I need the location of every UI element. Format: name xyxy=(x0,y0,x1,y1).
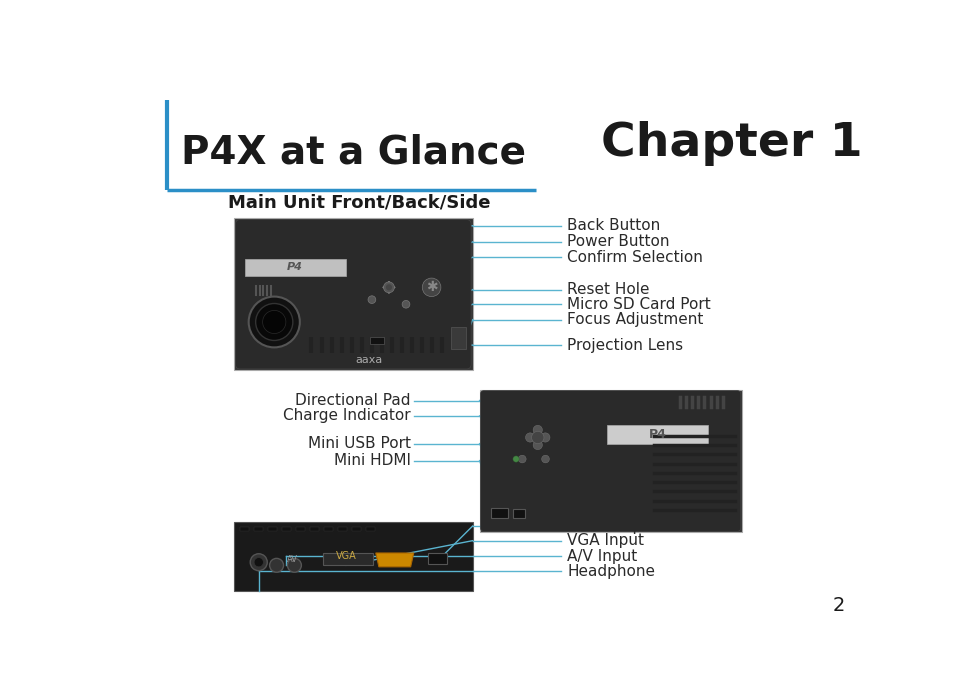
Bar xyxy=(323,553,373,566)
Bar xyxy=(352,527,360,532)
Text: VGA Input: VGA Input xyxy=(567,533,643,548)
Bar xyxy=(268,527,277,532)
Text: Power Input: Power Input xyxy=(567,518,658,534)
Circle shape xyxy=(541,455,549,463)
Bar xyxy=(451,328,466,349)
Text: A/V Input: A/V Input xyxy=(567,548,637,564)
Bar xyxy=(323,527,333,532)
Bar xyxy=(282,527,291,532)
Bar xyxy=(513,509,525,518)
Circle shape xyxy=(250,554,267,570)
Text: Mini USB Port: Mini USB Port xyxy=(307,436,410,451)
Text: Projection Lens: Projection Lens xyxy=(567,337,682,353)
Circle shape xyxy=(517,455,525,463)
Text: Power Button: Power Button xyxy=(567,235,669,249)
Text: Directional Pad: Directional Pad xyxy=(294,393,410,408)
Text: Main Unit Front/Back/Side: Main Unit Front/Back/Side xyxy=(228,194,490,212)
Bar xyxy=(337,527,347,532)
Text: Headphone: Headphone xyxy=(567,564,655,579)
Circle shape xyxy=(368,296,375,303)
Circle shape xyxy=(402,301,410,308)
Bar xyxy=(479,390,740,532)
Polygon shape xyxy=(375,553,414,567)
Text: Confirm Selection: Confirm Selection xyxy=(567,250,702,265)
Bar xyxy=(310,527,319,532)
Circle shape xyxy=(422,278,440,296)
Bar xyxy=(245,259,345,276)
Circle shape xyxy=(533,425,542,434)
Text: Back Button: Back Button xyxy=(567,218,659,233)
Circle shape xyxy=(255,303,293,341)
Bar xyxy=(369,337,383,344)
Circle shape xyxy=(385,285,392,290)
Circle shape xyxy=(513,456,518,462)
Text: Reset Hole: Reset Hole xyxy=(567,282,649,297)
FancyBboxPatch shape xyxy=(235,219,471,369)
Text: Mini HDMI: Mini HDMI xyxy=(334,453,410,468)
Circle shape xyxy=(383,282,394,293)
Bar xyxy=(427,553,447,564)
Bar xyxy=(253,527,263,532)
Text: P4: P4 xyxy=(287,262,303,272)
Circle shape xyxy=(531,431,543,443)
Text: P4: P4 xyxy=(648,428,666,441)
Text: Charge Indicator: Charge Indicator xyxy=(283,409,410,423)
Circle shape xyxy=(525,433,535,442)
Text: ✱: ✱ xyxy=(425,280,436,294)
Bar xyxy=(491,507,508,518)
Text: Focus Adjustment: Focus Adjustment xyxy=(567,312,702,327)
Text: 2: 2 xyxy=(831,596,843,615)
Text: AV: AV xyxy=(286,555,297,564)
Circle shape xyxy=(249,296,299,348)
FancyBboxPatch shape xyxy=(480,391,740,532)
Bar xyxy=(240,527,249,532)
Circle shape xyxy=(262,310,286,334)
Text: VGA: VGA xyxy=(335,551,356,561)
Text: aaxa: aaxa xyxy=(355,355,382,366)
Circle shape xyxy=(540,433,550,442)
Bar xyxy=(607,425,707,443)
Circle shape xyxy=(533,441,542,450)
Circle shape xyxy=(270,559,283,573)
Text: P4X at a Glance: P4X at a Glance xyxy=(181,133,526,171)
Circle shape xyxy=(253,557,263,567)
Text: Chapter 1: Chapter 1 xyxy=(600,121,862,166)
Circle shape xyxy=(287,559,301,573)
Bar xyxy=(365,527,375,532)
Bar xyxy=(233,218,472,371)
Bar xyxy=(233,522,472,591)
Text: Micro SD Card Port: Micro SD Card Port xyxy=(567,297,710,312)
Bar xyxy=(295,527,305,532)
